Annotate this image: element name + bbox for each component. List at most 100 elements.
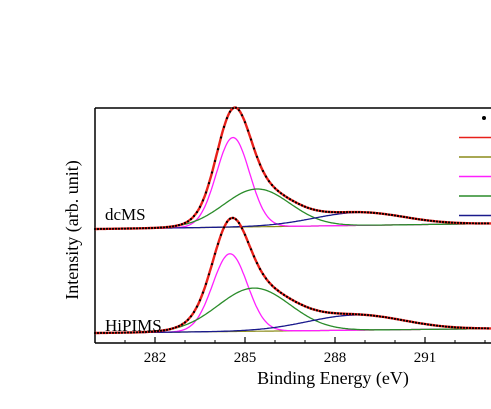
- data-point: [456, 326, 460, 329]
- component-peak-0-0: [95, 136, 491, 230]
- data-point: [450, 221, 454, 224]
- data-point: [225, 220, 229, 223]
- data-point: [261, 169, 265, 173]
- data-point: [402, 319, 406, 322]
- data-point: [354, 313, 358, 316]
- data-point: [213, 159, 217, 163]
- data-point: [384, 213, 388, 216]
- data-point: [387, 213, 391, 216]
- data-point: [234, 106, 238, 109]
- data-point: [123, 227, 127, 230]
- data-point: [315, 209, 319, 212]
- data-point: [423, 219, 427, 222]
- data-point: [126, 331, 130, 334]
- data-point: [264, 277, 268, 280]
- data-point: [285, 295, 289, 298]
- data-point: [108, 227, 112, 230]
- data-point: [405, 216, 409, 219]
- data-point: [357, 211, 361, 214]
- data-point: [216, 242, 220, 245]
- data-point: [228, 217, 232, 220]
- data-point: [441, 220, 445, 224]
- data-point: [303, 305, 307, 308]
- data-point: [300, 303, 304, 306]
- data-point: [189, 315, 193, 318]
- data-point: [264, 175, 268, 178]
- data-point: [360, 211, 364, 214]
- data-point: [429, 219, 433, 222]
- data-point: [303, 205, 307, 208]
- data-point: [417, 218, 421, 221]
- data-point: [381, 212, 385, 215]
- data-point: [351, 313, 355, 316]
- data-point: [237, 221, 241, 225]
- data-point: [252, 255, 256, 258]
- data-point: [258, 163, 262, 166]
- data-point: [108, 331, 112, 334]
- data-point: [450, 326, 454, 329]
- data-point: [129, 331, 133, 334]
- data-point: [438, 220, 442, 223]
- data-point: [483, 222, 487, 225]
- data-point: [138, 331, 142, 334]
- data-point: [345, 312, 349, 315]
- data-point: [270, 183, 274, 187]
- panel-label-dcms: dcMS: [105, 205, 146, 224]
- data-point: [309, 207, 313, 210]
- data-point: [234, 218, 238, 221]
- data-point: [141, 227, 145, 230]
- data-point: [93, 227, 97, 231]
- data-point: [111, 331, 115, 334]
- data-point: [363, 211, 367, 214]
- data-point: [288, 198, 292, 201]
- data-point: [402, 215, 406, 218]
- data-point: [414, 321, 418, 324]
- data-point: [177, 325, 181, 328]
- data-point: [432, 220, 436, 223]
- data-point: [336, 312, 340, 315]
- data-point: [330, 211, 334, 214]
- data-point: [375, 315, 379, 318]
- data-point: [417, 322, 421, 325]
- data-point: [306, 306, 310, 309]
- data-point: [201, 291, 205, 294]
- plot-frame: [94, 107, 491, 344]
- data-point: [126, 227, 130, 230]
- data-point: [186, 318, 190, 321]
- x-axis-ticks: 282 285 288 291: [94, 337, 486, 366]
- data-point: [135, 227, 139, 230]
- panel-label-hipims: HiPIMS: [105, 316, 162, 335]
- data-point: [453, 326, 457, 329]
- data-point: [399, 215, 403, 218]
- data-points-layer: [93, 106, 490, 335]
- data-point: [201, 199, 205, 202]
- data-point: [285, 196, 289, 199]
- data-point: [393, 317, 397, 320]
- data-point: [156, 330, 160, 333]
- data-point: [348, 312, 352, 316]
- data-point: [99, 227, 103, 230]
- data-point: [399, 318, 403, 321]
- data-point: [243, 233, 247, 236]
- data-point: [279, 192, 283, 195]
- data-point: [372, 211, 376, 214]
- data-point: [294, 300, 298, 304]
- data-point: [315, 309, 319, 312]
- data-point: [282, 194, 286, 197]
- data-point: [105, 227, 109, 230]
- data-point: [420, 322, 424, 325]
- data-point: [462, 222, 466, 225]
- data-point: [339, 211, 343, 214]
- data-point: [369, 211, 373, 214]
- data-point: [198, 299, 202, 302]
- data-point: [276, 289, 280, 292]
- data-point: [366, 314, 370, 317]
- data-point: [297, 202, 301, 206]
- data-point: [477, 327, 481, 330]
- data-point: [468, 326, 472, 330]
- data-point: [438, 324, 442, 328]
- data-point: [111, 227, 115, 230]
- data-point: [138, 227, 142, 230]
- data-point: [480, 327, 484, 330]
